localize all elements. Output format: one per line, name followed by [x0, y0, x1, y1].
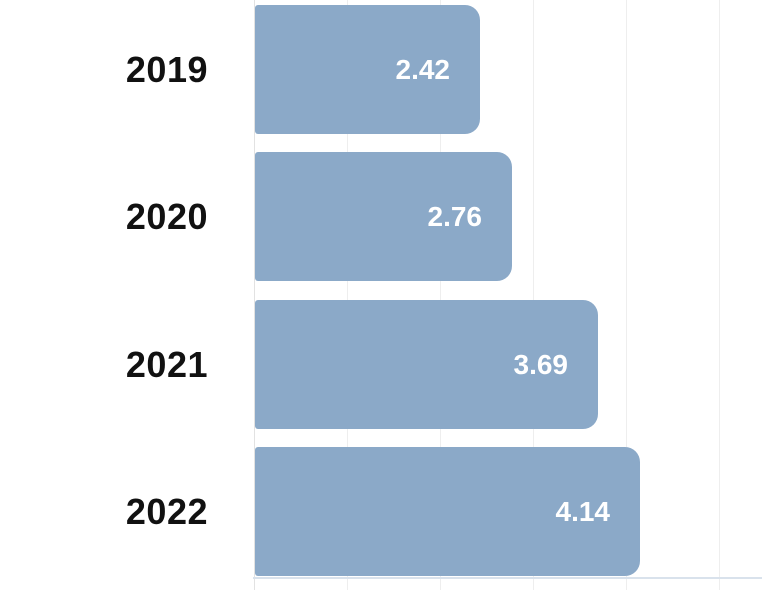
value-label-2020: 2.76 — [427, 200, 483, 232]
category-label-2021: 2021 — [125, 343, 208, 385]
bar-2020: 2.76 — [255, 152, 512, 281]
gridline-x-2 — [440, 0, 441, 590]
gridline-x-1 — [347, 0, 348, 590]
bar-2021: 3.69 — [255, 300, 598, 429]
value-label-2019: 2.42 — [395, 53, 451, 85]
value-label-2022: 4.14 — [555, 495, 611, 527]
gridline-x-5 — [719, 0, 720, 590]
gridline-x-0 — [254, 0, 255, 590]
value-label-2021: 3.69 — [513, 348, 569, 380]
gridline-x-4 — [626, 0, 627, 590]
gridline-x-3 — [533, 0, 534, 590]
bar-2019: 2.42 — [255, 5, 480, 134]
category-label-2020: 2020 — [125, 195, 208, 237]
category-label-2022: 2022 — [125, 490, 208, 532]
category-label-2019: 2019 — [125, 48, 208, 90]
x-axis-line — [253, 577, 762, 579]
bar-2022: 4.14 — [255, 447, 640, 576]
